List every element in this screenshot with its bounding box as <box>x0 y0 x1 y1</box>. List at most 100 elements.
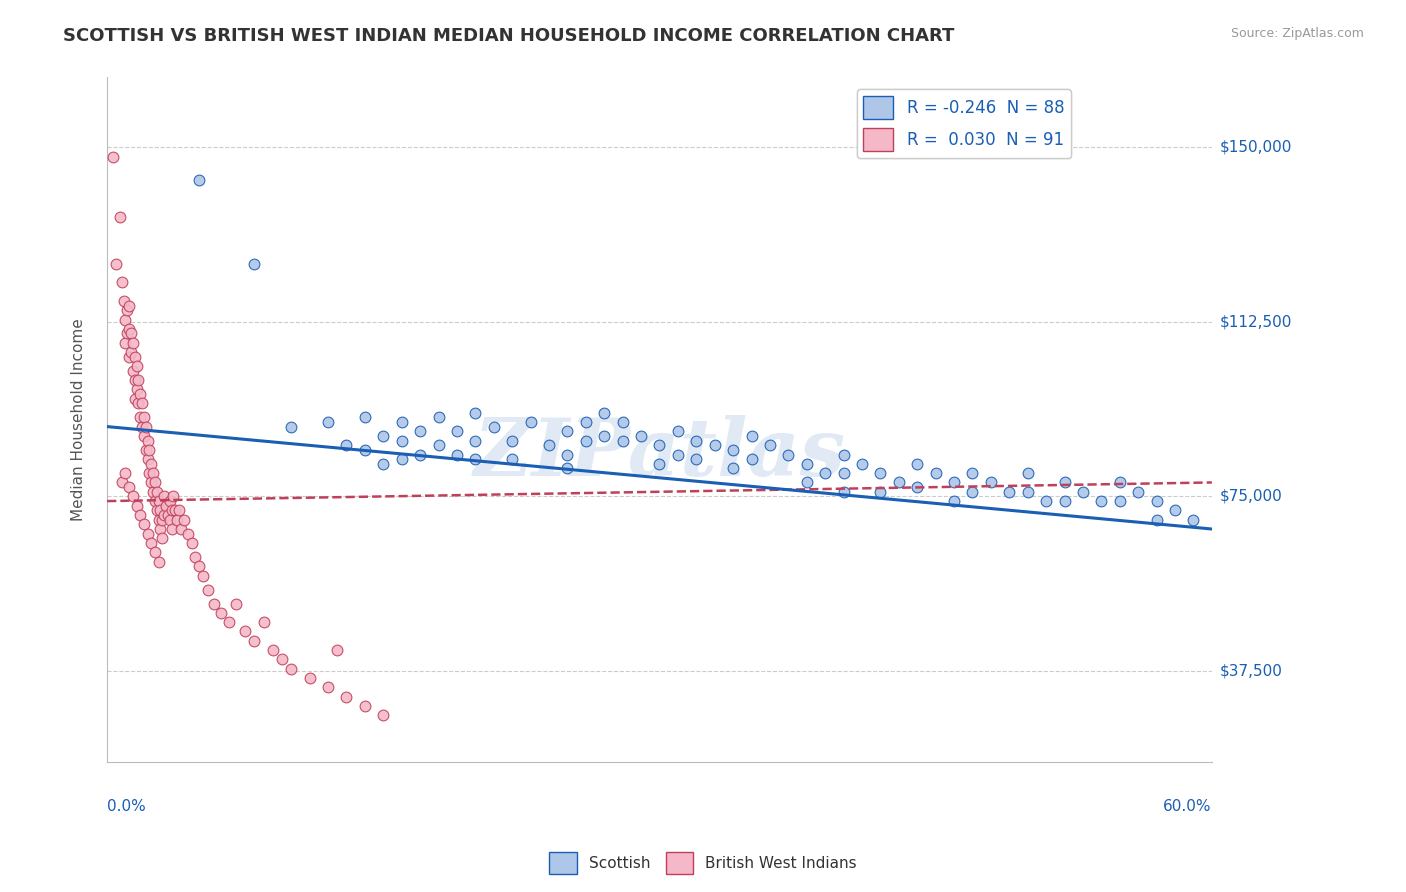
Text: SCOTTISH VS BRITISH WEST INDIAN MEDIAN HOUSEHOLD INCOME CORRELATION CHART: SCOTTISH VS BRITISH WEST INDIAN MEDIAN H… <box>63 27 955 45</box>
Point <box>124 350 146 364</box>
Point <box>391 434 413 448</box>
Point <box>796 475 818 490</box>
Point <box>180 536 202 550</box>
Point <box>149 522 172 536</box>
Legend: R = -0.246  N = 88, R =  0.030  N = 91: R = -0.246 N = 88, R = 0.030 N = 91 <box>856 89 1071 158</box>
Point <box>832 466 855 480</box>
Point <box>391 415 413 429</box>
Point <box>127 373 149 387</box>
Point <box>118 480 141 494</box>
Point <box>612 415 634 429</box>
Point <box>132 429 155 443</box>
Point <box>1164 503 1187 517</box>
Point <box>869 466 891 480</box>
Point <box>869 484 891 499</box>
Point <box>117 326 139 341</box>
Point <box>173 513 195 527</box>
Point <box>685 434 707 448</box>
Point <box>143 494 166 508</box>
Point <box>1053 475 1076 490</box>
Point <box>519 415 541 429</box>
Point <box>112 293 135 308</box>
Point <box>721 461 744 475</box>
Point <box>741 452 763 467</box>
Point <box>120 326 142 341</box>
Point <box>142 484 165 499</box>
Point <box>118 350 141 364</box>
Point <box>905 480 928 494</box>
Point <box>905 457 928 471</box>
Point <box>111 475 134 490</box>
Point <box>165 503 187 517</box>
Point <box>593 406 616 420</box>
Point <box>142 466 165 480</box>
Point <box>136 434 159 448</box>
Point <box>105 257 128 271</box>
Point <box>202 597 225 611</box>
Point <box>132 410 155 425</box>
Point <box>354 410 377 425</box>
Point <box>167 503 190 517</box>
Point <box>111 275 134 289</box>
Point <box>373 429 395 443</box>
Point <box>117 303 139 318</box>
Point <box>136 452 159 467</box>
Point <box>1108 475 1130 490</box>
Point <box>778 448 800 462</box>
Point <box>391 452 413 467</box>
Point <box>153 490 176 504</box>
Text: 60.0%: 60.0% <box>1163 799 1212 814</box>
Point <box>233 624 256 639</box>
Point <box>118 322 141 336</box>
Point <box>1053 494 1076 508</box>
Point <box>125 499 148 513</box>
Point <box>184 549 207 564</box>
Text: $112,500: $112,500 <box>1220 314 1292 329</box>
Point <box>138 466 160 480</box>
Text: $75,000: $75,000 <box>1220 489 1282 504</box>
Point <box>271 652 294 666</box>
Point <box>354 442 377 457</box>
Point <box>149 503 172 517</box>
Point <box>262 643 284 657</box>
Point <box>127 396 149 410</box>
Point <box>166 513 188 527</box>
Point <box>108 210 131 224</box>
Text: 0.0%: 0.0% <box>107 799 146 814</box>
Point <box>129 387 152 401</box>
Point <box>129 508 152 522</box>
Point <box>188 173 211 187</box>
Point <box>998 484 1021 499</box>
Point <box>703 438 725 452</box>
Point <box>1146 494 1168 508</box>
Point <box>887 475 910 490</box>
Point <box>160 503 183 517</box>
Y-axis label: Median Household Income: Median Household Income <box>72 318 86 521</box>
Point <box>209 606 232 620</box>
Text: Source: ZipAtlas.com: Source: ZipAtlas.com <box>1230 27 1364 40</box>
Point <box>335 438 357 452</box>
Point <box>316 681 339 695</box>
Point <box>218 615 240 629</box>
Point <box>136 526 159 541</box>
Point <box>501 434 523 448</box>
Point <box>121 335 143 350</box>
Point <box>832 448 855 462</box>
Point <box>135 442 157 457</box>
Point <box>409 448 432 462</box>
Point <box>832 484 855 499</box>
Point <box>427 410 450 425</box>
Point <box>191 568 214 582</box>
Point <box>243 633 266 648</box>
Point <box>155 499 177 513</box>
Point <box>129 410 152 425</box>
Point <box>225 597 247 611</box>
Point <box>131 419 153 434</box>
Point <box>114 335 136 350</box>
Point <box>924 466 946 480</box>
Point <box>188 559 211 574</box>
Point <box>685 452 707 467</box>
Point <box>150 532 173 546</box>
Point <box>326 643 349 657</box>
Point <box>501 452 523 467</box>
